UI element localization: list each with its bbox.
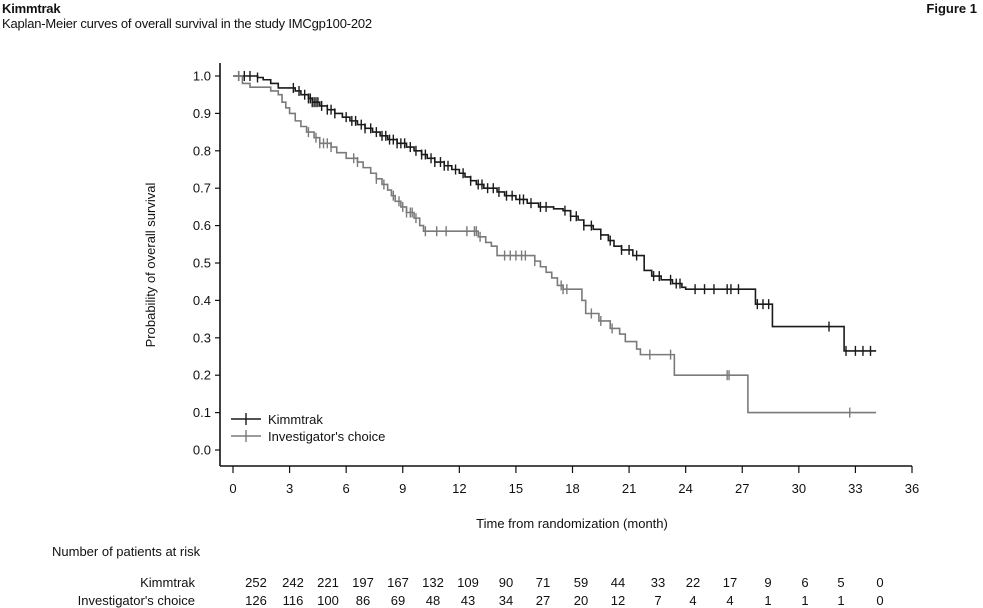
risk-cell: 48 bbox=[425, 593, 441, 608]
risk-cell: 27 bbox=[535, 593, 551, 608]
legend: Kimmtrak Investigator's choice bbox=[231, 412, 385, 444]
risk-cell: 7 bbox=[654, 593, 662, 608]
risk-cell: 69 bbox=[390, 593, 406, 608]
risk-cell: 167 bbox=[387, 575, 409, 590]
x-tick-label: 27 bbox=[735, 481, 749, 496]
legend-label: Investigator's choice bbox=[268, 429, 385, 444]
survival-step-line bbox=[233, 75, 877, 352]
risk-cell: 9 bbox=[764, 575, 772, 590]
x-tick-label: 30 bbox=[792, 481, 806, 496]
risk-cell: 20 bbox=[573, 593, 589, 608]
risk-cell: 86 bbox=[355, 593, 371, 608]
risk-cell: 252 bbox=[245, 575, 267, 590]
risk-cell: 4 bbox=[689, 593, 697, 608]
legend-item: Investigator's choice bbox=[231, 429, 385, 444]
x-tick-label: 12 bbox=[452, 481, 466, 496]
x-axis-label: Time from randomization (month) bbox=[476, 516, 668, 531]
risk-cell: 1 bbox=[837, 593, 845, 608]
x-tick-label: 18 bbox=[565, 481, 579, 496]
x-tick-label: 21 bbox=[622, 481, 636, 496]
x-tick-label: 6 bbox=[343, 481, 350, 496]
risk-cell: 221 bbox=[317, 575, 339, 590]
risk-cell: 100 bbox=[317, 593, 339, 608]
risk-cell: 4 bbox=[726, 593, 734, 608]
risk-cell: 0 bbox=[876, 593, 884, 608]
axes: 0.00.10.20.30.40.50.60.70.80.91.00 3 6 9 12 1… bbox=[143, 63, 919, 531]
x-tick-label: 3 bbox=[286, 481, 293, 496]
curve-kimmtrak bbox=[233, 71, 877, 356]
risk-cell: 126 bbox=[245, 593, 267, 608]
legend-label: Kimmtrak bbox=[268, 412, 323, 427]
x-tick-label: 15 bbox=[509, 481, 523, 496]
y-tick-label: 0.3 bbox=[193, 330, 211, 345]
risk-cell: 109 bbox=[457, 575, 479, 590]
risk-table-title: Number of patients at risk bbox=[52, 544, 201, 559]
survival-curves bbox=[233, 71, 877, 418]
x-tick-label: 33 bbox=[848, 481, 862, 496]
risk-cell: 6 bbox=[801, 575, 809, 590]
risk-cell: 43 bbox=[460, 593, 476, 608]
y-tick-label: 0.7 bbox=[193, 181, 211, 196]
legend-item: Kimmtrak bbox=[231, 412, 323, 427]
risk-cell: 22 bbox=[685, 575, 701, 590]
y-tick-label: 0.8 bbox=[193, 143, 211, 158]
risk-row-label: Investigator's choice bbox=[77, 593, 195, 608]
risk-cell: 132 bbox=[422, 575, 444, 590]
risk-cell: 12 bbox=[610, 593, 626, 608]
document-title: Kimmtrak bbox=[2, 1, 61, 16]
risk-cell: 116 bbox=[282, 593, 304, 608]
y-tick-label: 0.6 bbox=[193, 218, 211, 233]
y-tick-label: 0.9 bbox=[193, 106, 211, 121]
x-tick-label: 36 bbox=[905, 481, 919, 496]
y-tick-label: 0.4 bbox=[193, 293, 211, 308]
survival-step-line bbox=[233, 75, 877, 414]
risk-cell: 0 bbox=[876, 575, 884, 590]
risk-cell: 197 bbox=[352, 575, 374, 590]
risk-row-label: Kimmtrak bbox=[140, 575, 195, 590]
y-tick-label: 0.0 bbox=[193, 443, 211, 458]
y-tick-label: 0.1 bbox=[193, 405, 211, 420]
risk-cell: 90 bbox=[498, 575, 514, 590]
x-tick-label: 24 bbox=[678, 481, 692, 496]
risk-cell: 17 bbox=[722, 575, 738, 590]
y-tick-label: 0.5 bbox=[193, 256, 211, 271]
y-axis-label: Probability of overall survival bbox=[143, 183, 158, 348]
risk-cell: 1 bbox=[801, 593, 809, 608]
risk-cell: 34 bbox=[498, 593, 514, 608]
risk-cell: 1 bbox=[764, 593, 772, 608]
x-tick-label: 0 bbox=[229, 481, 236, 496]
risk-cell: 242 bbox=[282, 575, 304, 590]
risk-cell: 71 bbox=[535, 575, 551, 590]
risk-cell: 44 bbox=[610, 575, 626, 590]
figure-label: Figure 1 bbox=[926, 1, 977, 16]
y-tick-label: 1.0 bbox=[193, 69, 211, 84]
curve-investigators-choice bbox=[233, 71, 877, 418]
risk-cell: 5 bbox=[837, 575, 845, 590]
figure-caption: Kaplan-Meier curves of overall survival … bbox=[2, 16, 372, 31]
x-tick-label: 9 bbox=[399, 481, 406, 496]
y-tick-label: 0.2 bbox=[193, 368, 211, 383]
risk-cell: 59 bbox=[573, 575, 589, 590]
risk-cell: 33 bbox=[650, 575, 666, 590]
